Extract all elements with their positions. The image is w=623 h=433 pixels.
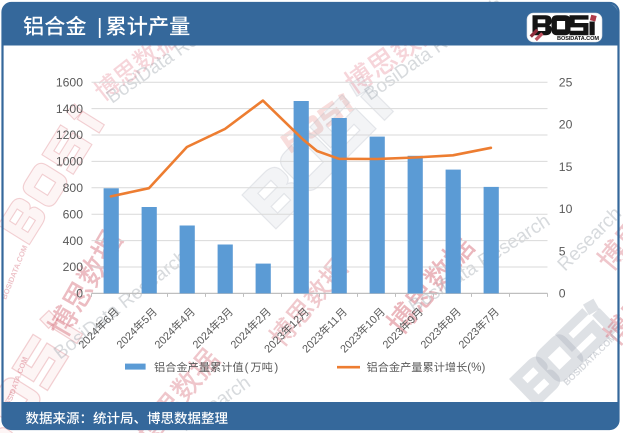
svg-text:1400: 1400 bbox=[56, 102, 83, 116]
svg-text:15: 15 bbox=[559, 160, 573, 174]
svg-text:200: 200 bbox=[63, 260, 84, 274]
svg-text:5: 5 bbox=[559, 244, 566, 258]
svg-text:0: 0 bbox=[559, 287, 566, 301]
svg-text:10: 10 bbox=[559, 202, 573, 216]
svg-text:|: | bbox=[97, 15, 102, 38]
svg-text:1000: 1000 bbox=[56, 155, 83, 169]
svg-text:0: 0 bbox=[76, 287, 83, 301]
svg-text:400: 400 bbox=[63, 234, 84, 248]
svg-text:BOSIDATA.COM: BOSIDATA.COM bbox=[557, 36, 599, 42]
svg-text:800: 800 bbox=[63, 181, 84, 195]
svg-text:1600: 1600 bbox=[56, 75, 83, 89]
svg-text:1200: 1200 bbox=[56, 128, 83, 142]
svg-text:(%): (%) bbox=[467, 361, 485, 374]
svg-text:): ) bbox=[274, 361, 278, 374]
svg-text:(: ( bbox=[245, 361, 249, 374]
svg-text:25: 25 bbox=[559, 75, 573, 89]
svg-text:20: 20 bbox=[559, 118, 573, 132]
svg-text:600: 600 bbox=[63, 207, 84, 221]
